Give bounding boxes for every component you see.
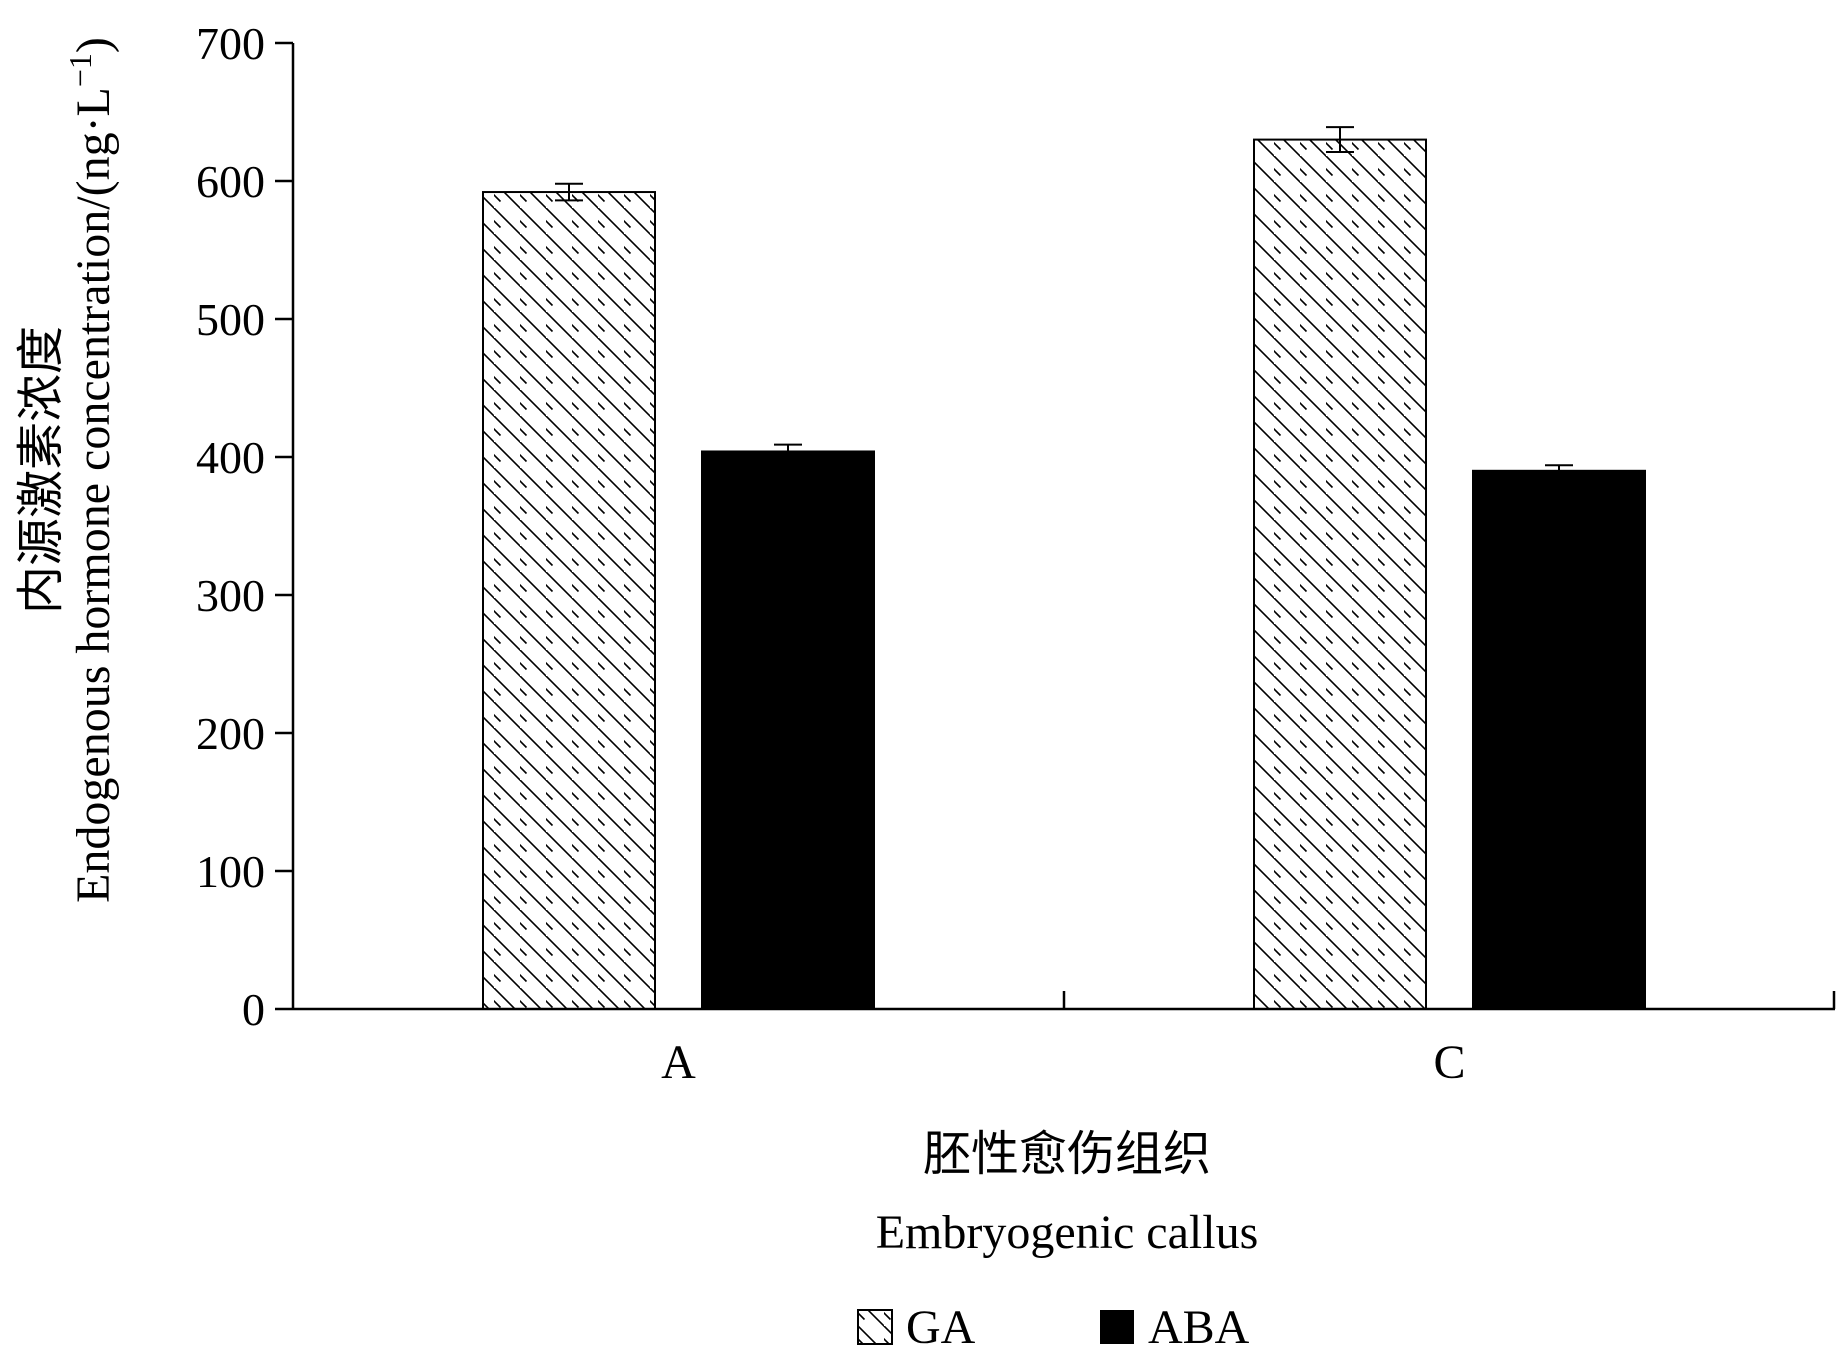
y-tick-label-600: 600 (196, 156, 265, 207)
plot-area (482, 126, 1646, 1011)
x-axis-title-cn: 胚性愈伤组织 (923, 1128, 1211, 1181)
y-tick-label-500: 500 (196, 294, 265, 345)
y-tick-label-400: 400 (196, 432, 265, 483)
legend-label-ga: GA (906, 1301, 976, 1354)
legend-label-aba: ABA (1148, 1301, 1250, 1354)
bar-aba-a (701, 450, 875, 1011)
y-tick-label-300: 300 (196, 570, 265, 621)
y-axis-title: 内源激素浓度 Endogenous hormone concentration/… (15, 37, 120, 903)
bar-aba-c (1472, 469, 1646, 1010)
error-bar-aba-c (1545, 464, 1573, 477)
bar-ga-c (1253, 138, 1427, 1011)
axes: A C 0 100 200 300 400 500 600 700 (196, 18, 1836, 1089)
y-tick-label-200: 200 (196, 708, 265, 759)
x-tick-label-a: A (661, 1036, 696, 1089)
legend: GA ABA (857, 1301, 1250, 1354)
error-bar-ga-a (555, 182, 583, 202)
y-axis-title-cn: 内源激素浓度 (15, 326, 68, 614)
bar-ga-a (482, 191, 656, 1011)
error-bar-aba-a (774, 443, 802, 459)
error-bar-ga-c (1326, 126, 1354, 154)
legend-swatch-aba (1100, 1310, 1134, 1344)
x-axis-title-en: Embryogenic callus (876, 1206, 1259, 1259)
legend-swatch-ga (857, 1309, 893, 1345)
y-tick-label-0: 0 (242, 984, 265, 1035)
y-tick-label-700: 700 (196, 18, 265, 69)
y-tick-label-100: 100 (196, 846, 265, 897)
y-axis-title-en: Endogenous hormone concentration/(ng·L−1… (62, 37, 120, 903)
x-tick-label-c: C (1433, 1036, 1465, 1089)
